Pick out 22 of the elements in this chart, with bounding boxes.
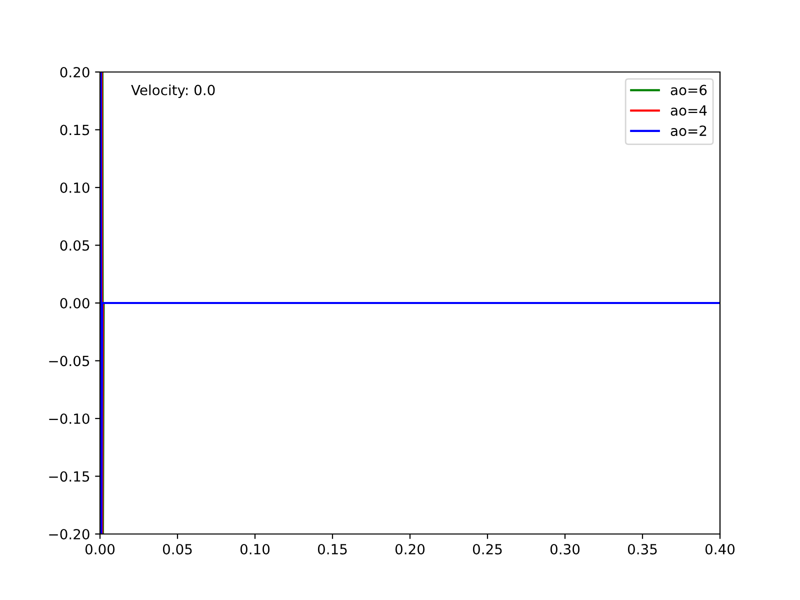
x-tick-label: 0.05	[162, 544, 192, 554]
x-tick-label: 0.00	[85, 544, 115, 554]
legend-label: ao=4	[670, 105, 707, 116]
y-tick-label: 0.10	[60, 182, 90, 193]
y-tick-label: −0.05	[49, 356, 90, 366]
legend-label: ao=6	[670, 84, 707, 96]
x-tick-label: 0.10	[240, 544, 270, 554]
x-tick-label: 0.35	[628, 544, 657, 554]
y-tick-label: 0.00	[60, 298, 90, 308]
y-tick-label: −0.20	[49, 528, 90, 540]
y-tick-label: −0.10	[49, 413, 90, 424]
y-tick-label: 0.15	[60, 124, 90, 136]
legend-label: ao=2	[670, 126, 706, 136]
y-tick-label: −0.15	[49, 471, 90, 482]
x-tick-label: 0.25	[472, 544, 502, 554]
x-tick-label: 0.30	[550, 544, 580, 554]
y-tick-label: 0.20	[60, 66, 90, 78]
x-tick-label: 0.15	[318, 544, 347, 554]
annotation: Velocity: 0.0	[131, 84, 215, 98]
x-tick-label: 0.20	[395, 544, 425, 554]
x-tick-label: 0.40	[705, 544, 735, 554]
y-tick-label: 0.05	[60, 240, 90, 251]
